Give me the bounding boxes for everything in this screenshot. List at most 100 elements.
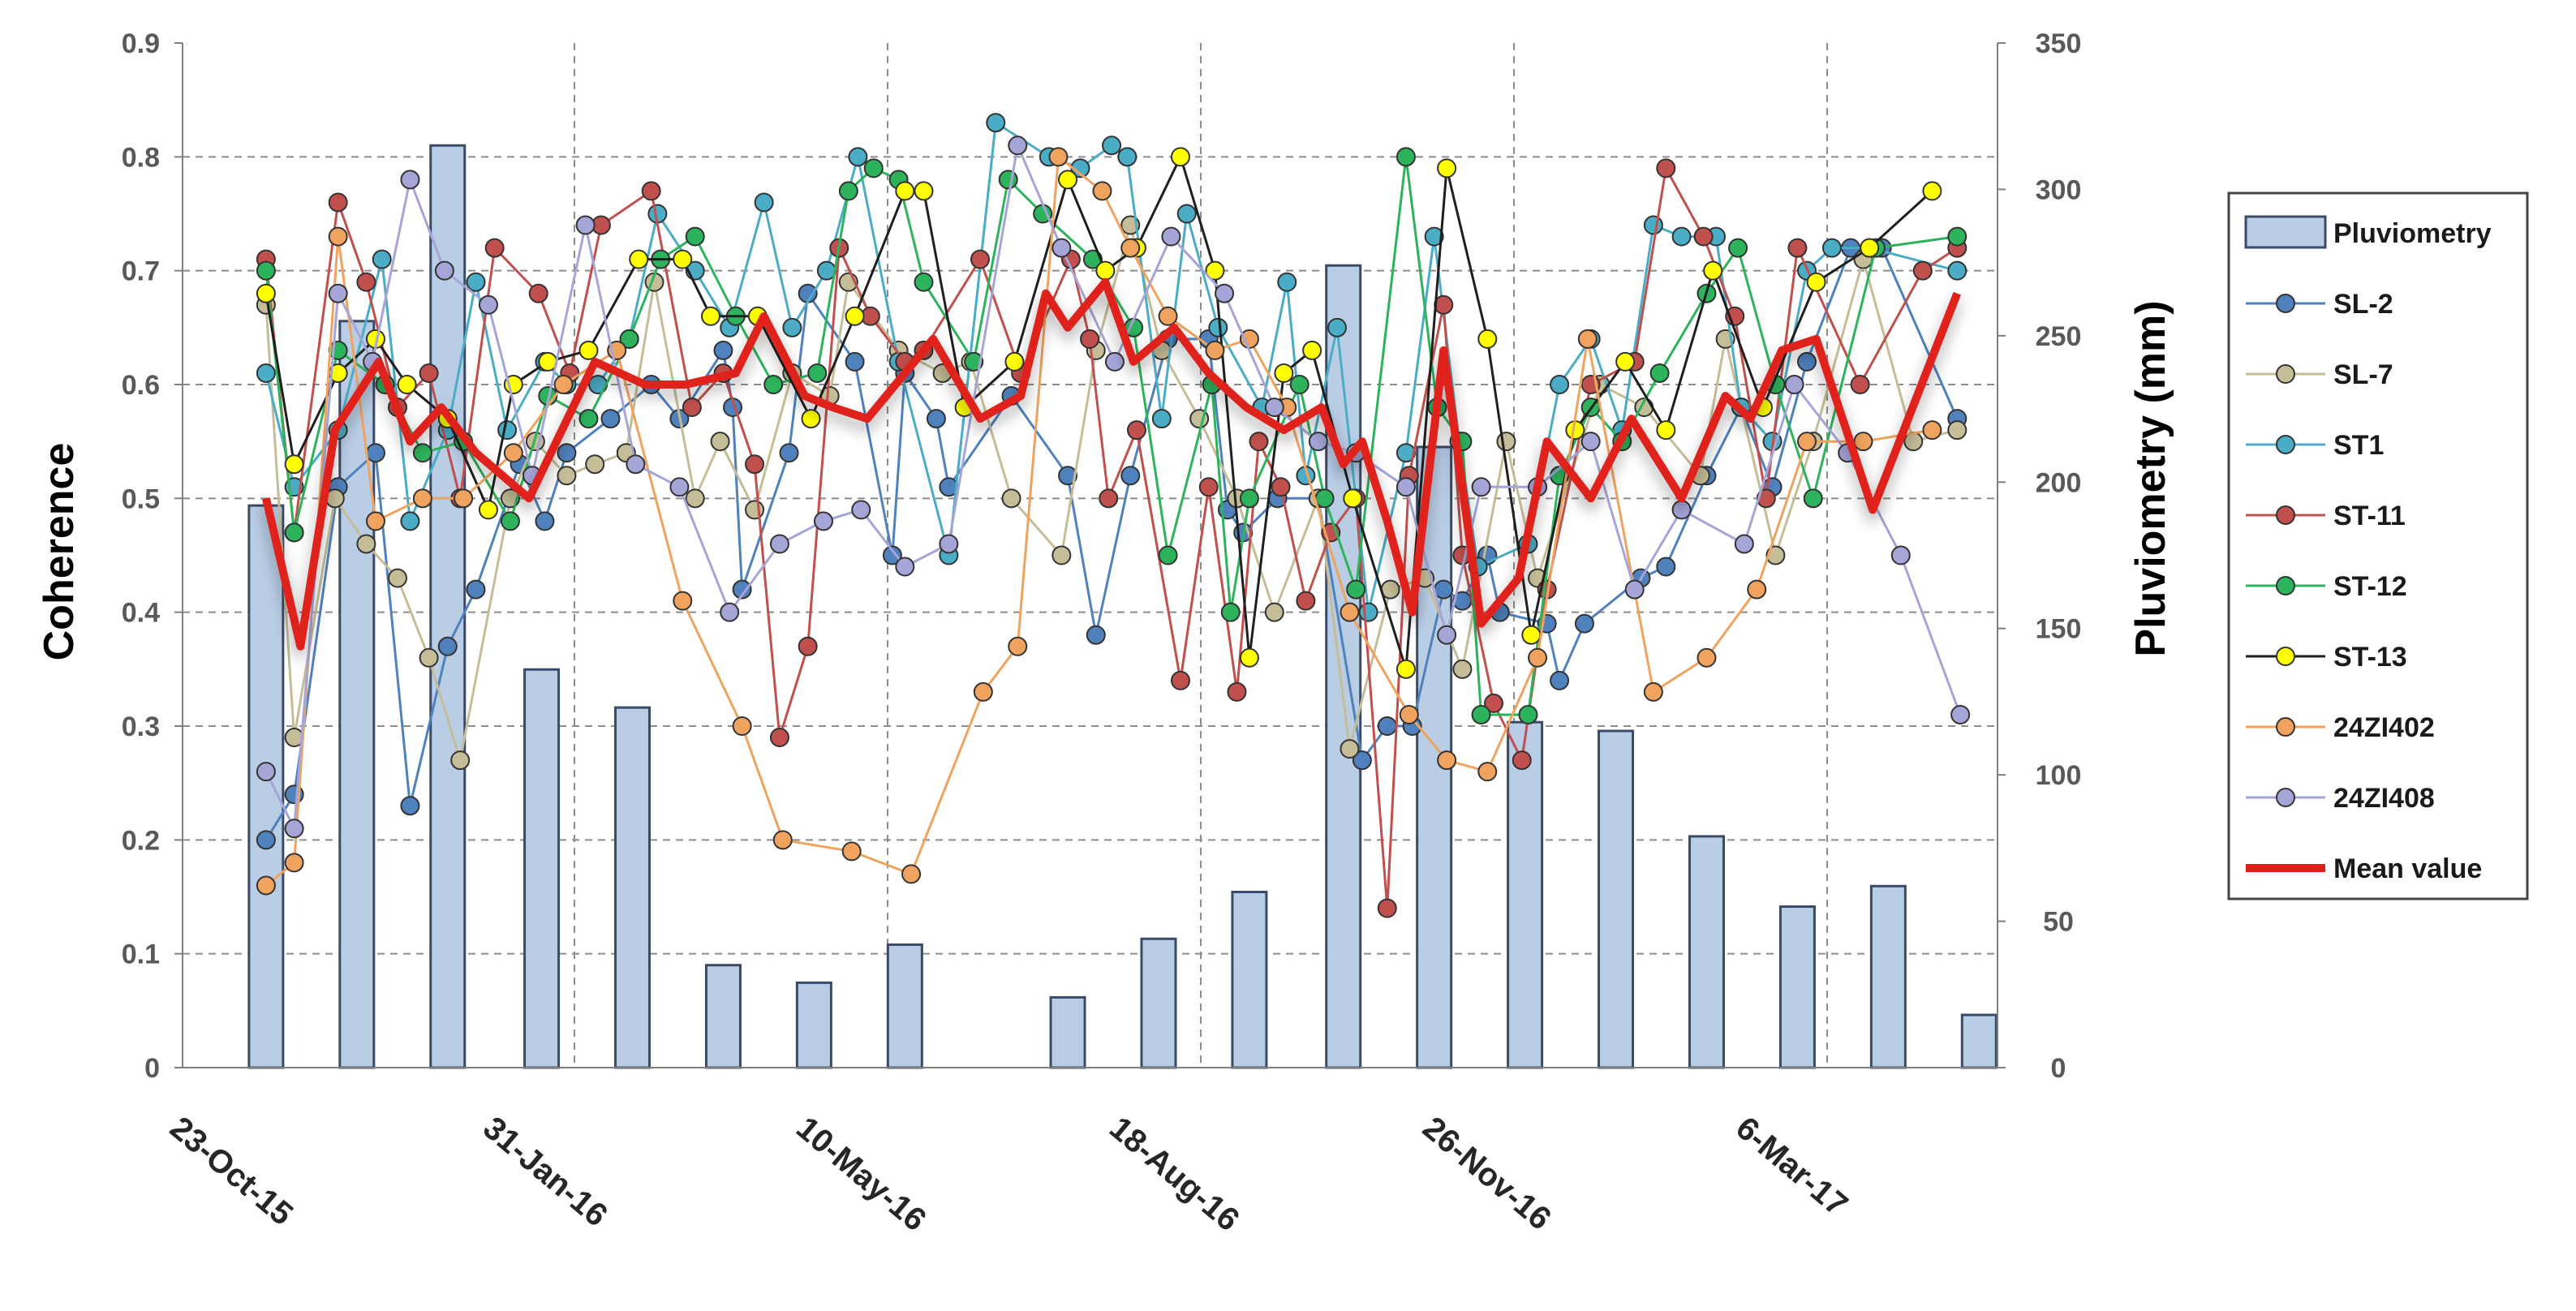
pluviometry-bar bbox=[1140, 937, 1177, 1069]
data-point bbox=[1158, 545, 1178, 565]
data-point bbox=[1643, 681, 1663, 702]
data-point bbox=[1161, 226, 1181, 247]
data-point bbox=[1396, 477, 1416, 497]
data-point bbox=[1803, 488, 1823, 509]
data-point bbox=[1104, 351, 1125, 372]
series-sl-2 bbox=[256, 238, 1967, 850]
data-point bbox=[1437, 750, 1457, 771]
data-point bbox=[284, 853, 304, 873]
legend-swatch-marker bbox=[2276, 294, 2295, 313]
data-point bbox=[553, 375, 574, 394]
data-point bbox=[701, 306, 720, 326]
series-st1 bbox=[256, 113, 1967, 622]
data-point bbox=[256, 830, 276, 850]
data-point bbox=[1922, 420, 1942, 441]
data-point bbox=[1477, 329, 1498, 349]
data-point bbox=[284, 522, 304, 543]
data-point bbox=[1728, 238, 1748, 258]
data-point bbox=[863, 158, 884, 178]
data-point bbox=[845, 306, 865, 326]
data-point bbox=[1377, 898, 1397, 918]
legend-item: ST-11 bbox=[2246, 501, 2406, 531]
data-point bbox=[845, 351, 865, 372]
data-point bbox=[1656, 158, 1676, 178]
mean-line bbox=[262, 277, 1961, 651]
pluviometry-bar bbox=[795, 981, 832, 1069]
data-point bbox=[813, 511, 833, 531]
legend-label: Pluviometry bbox=[2333, 218, 2492, 249]
right-tick-label: 250 bbox=[2036, 321, 2082, 352]
legend-label: 24ZI402 bbox=[2333, 712, 2435, 743]
left-tick-label: 0.3 bbox=[122, 711, 160, 742]
data-point bbox=[1205, 340, 1225, 360]
legend-label: ST-11 bbox=[2333, 501, 2406, 531]
data-point bbox=[772, 830, 793, 850]
data-point bbox=[782, 317, 802, 337]
right-tick-label: 100 bbox=[2036, 760, 2082, 791]
data-point bbox=[801, 409, 821, 429]
data-point bbox=[1340, 739, 1360, 759]
legend-swatch-marker bbox=[2276, 647, 2295, 666]
data-point bbox=[1302, 340, 1322, 360]
data-point bbox=[1396, 147, 1416, 167]
legend-swatch-marker bbox=[2276, 576, 2295, 595]
data-point bbox=[557, 466, 577, 486]
data-point bbox=[412, 488, 432, 509]
data-point bbox=[256, 283, 276, 303]
legend-label: Mean value bbox=[2333, 853, 2482, 884]
data-point bbox=[641, 181, 661, 201]
data-point bbox=[1477, 762, 1498, 782]
data-point bbox=[466, 579, 486, 600]
series-24zi408 bbox=[256, 135, 1971, 839]
data-point bbox=[1058, 466, 1078, 486]
left-tick-label: 0 bbox=[144, 1053, 160, 1084]
legend-swatch-marker bbox=[2276, 435, 2295, 454]
data-point bbox=[419, 647, 439, 668]
data-point bbox=[1922, 181, 1942, 201]
data-point bbox=[1850, 375, 1870, 394]
data-point bbox=[1092, 181, 1112, 201]
legend-frame bbox=[2227, 191, 2529, 901]
data-point bbox=[1048, 147, 1069, 167]
data-point bbox=[1671, 500, 1692, 520]
pluviometry-bars bbox=[247, 144, 1998, 1069]
pluviometry-bar bbox=[1688, 835, 1725, 1069]
left-tick-label: 0.8 bbox=[122, 142, 160, 173]
data-point bbox=[973, 681, 993, 702]
data-point bbox=[585, 454, 605, 475]
data-point bbox=[256, 260, 276, 281]
pluviometry-bar bbox=[247, 504, 285, 1069]
data-point bbox=[685, 226, 705, 247]
data-point bbox=[1058, 170, 1078, 190]
data-point bbox=[1215, 283, 1235, 303]
data-point bbox=[1340, 602, 1360, 622]
legend-swatch-marker bbox=[2276, 364, 2295, 384]
data-point bbox=[1947, 260, 1967, 281]
data-point bbox=[1051, 545, 1072, 565]
legend-item: Pluviometry bbox=[2244, 215, 2492, 249]
legend-item: ST1 bbox=[2246, 430, 2384, 461]
legend-label: ST-12 bbox=[2333, 571, 2407, 602]
right-tick-label: 350 bbox=[2036, 28, 2082, 59]
series-line bbox=[264, 247, 1959, 841]
data-point bbox=[256, 762, 276, 782]
pluviometry-bar bbox=[523, 668, 561, 1069]
data-point bbox=[328, 192, 348, 213]
data-point bbox=[466, 272, 486, 292]
data-point bbox=[1434, 579, 1454, 600]
data-point bbox=[1314, 488, 1335, 509]
data-point bbox=[1521, 625, 1542, 645]
data-point bbox=[848, 147, 868, 167]
data-point bbox=[673, 249, 693, 269]
data-point bbox=[1296, 591, 1316, 611]
data-point bbox=[1577, 329, 1598, 349]
data-point bbox=[970, 249, 990, 269]
pluviometry-bar bbox=[886, 943, 923, 1069]
data-point bbox=[1327, 317, 1347, 337]
pluviometry-bar bbox=[704, 964, 742, 1069]
data-point bbox=[528, 283, 548, 303]
data-point bbox=[713, 340, 733, 360]
data-point bbox=[1008, 135, 1028, 156]
data-point bbox=[365, 443, 385, 463]
